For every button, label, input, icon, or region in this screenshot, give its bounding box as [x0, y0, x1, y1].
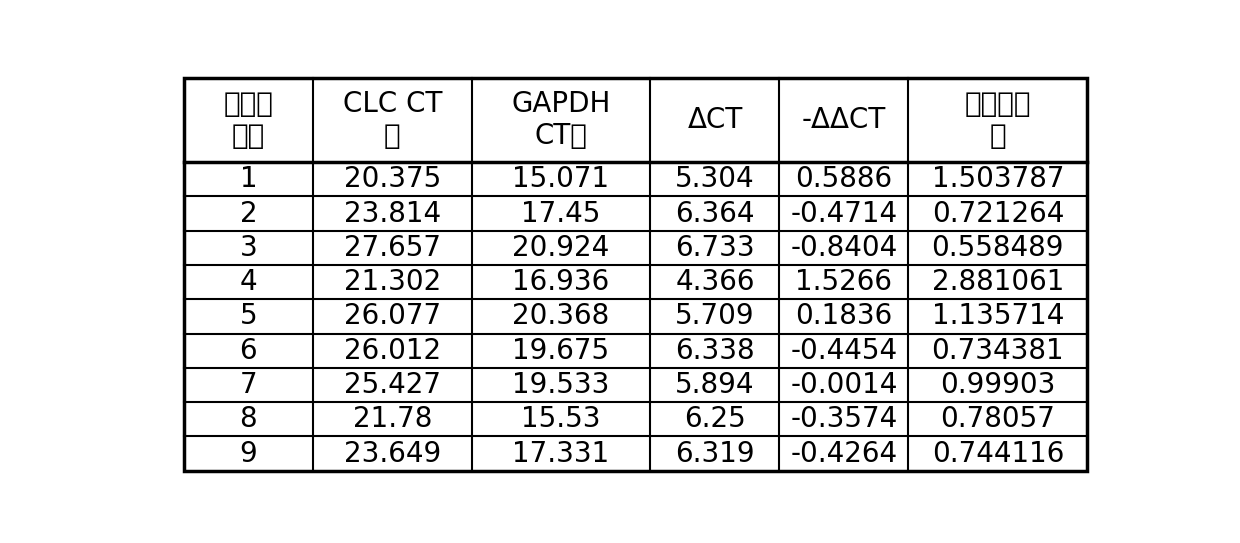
Text: 1.503787: 1.503787 [931, 166, 1064, 193]
Text: -0.0014: -0.0014 [790, 371, 898, 399]
Text: 0.1836: 0.1836 [795, 302, 893, 331]
Text: 2: 2 [239, 200, 257, 228]
Text: -0.3574: -0.3574 [790, 405, 898, 433]
Text: 6.319: 6.319 [675, 440, 755, 468]
Text: 1.5266: 1.5266 [796, 268, 893, 296]
Text: 6.25: 6.25 [684, 405, 745, 433]
Text: ΔCT: ΔCT [687, 106, 743, 134]
Text: 4: 4 [239, 268, 257, 296]
Text: 15.071: 15.071 [512, 166, 610, 193]
Text: -0.4714: -0.4714 [790, 200, 898, 228]
Text: 6.338: 6.338 [675, 337, 755, 365]
Text: 5.894: 5.894 [675, 371, 755, 399]
Text: 16.936: 16.936 [512, 268, 610, 296]
Text: 9: 9 [239, 440, 257, 468]
Text: -0.4454: -0.4454 [790, 337, 898, 365]
Text: 27.657: 27.657 [343, 234, 440, 262]
Text: 20.368: 20.368 [512, 302, 610, 331]
Text: 0.78057: 0.78057 [940, 405, 1055, 433]
Text: 2.881061: 2.881061 [931, 268, 1064, 296]
Text: 4.366: 4.366 [675, 268, 755, 296]
Text: 0.5886: 0.5886 [795, 166, 893, 193]
Text: 17.331: 17.331 [512, 440, 610, 468]
Text: 6.733: 6.733 [675, 234, 755, 262]
Text: 受试者
编号: 受试者 编号 [223, 90, 273, 150]
Text: 26.077: 26.077 [343, 302, 441, 331]
Text: CLC CT
值: CLC CT 值 [342, 90, 441, 150]
Text: -ΔΔCT: -ΔΔCT [802, 106, 887, 134]
Text: 5: 5 [239, 302, 257, 331]
Text: 0.99903: 0.99903 [940, 371, 1055, 399]
Text: 17.45: 17.45 [521, 200, 600, 228]
Text: 5.304: 5.304 [675, 166, 755, 193]
Text: 6: 6 [239, 337, 257, 365]
Text: 6.364: 6.364 [675, 200, 755, 228]
Text: 1: 1 [239, 166, 257, 193]
Text: 0.734381: 0.734381 [931, 337, 1064, 365]
Text: -0.4264: -0.4264 [790, 440, 898, 468]
Text: 23.814: 23.814 [343, 200, 441, 228]
Text: 1.135714: 1.135714 [931, 302, 1064, 331]
Text: 20.924: 20.924 [512, 234, 610, 262]
Text: 20.375: 20.375 [343, 166, 441, 193]
Text: 0.744116: 0.744116 [931, 440, 1064, 468]
Text: 8: 8 [239, 405, 257, 433]
Text: GAPDH
CT值: GAPDH CT值 [511, 90, 611, 150]
Text: 25.427: 25.427 [343, 371, 440, 399]
Text: 0.721264: 0.721264 [931, 200, 1064, 228]
Text: 相对表达
量: 相对表达 量 [965, 90, 1032, 150]
Text: 0.558489: 0.558489 [931, 234, 1064, 262]
Text: 21.302: 21.302 [343, 268, 441, 296]
Text: 19.675: 19.675 [512, 337, 610, 365]
Text: 15.53: 15.53 [521, 405, 601, 433]
Text: 5.709: 5.709 [675, 302, 755, 331]
Text: 21.78: 21.78 [352, 405, 432, 433]
Text: 7: 7 [239, 371, 257, 399]
Text: 26.012: 26.012 [343, 337, 441, 365]
Text: 19.533: 19.533 [512, 371, 610, 399]
Text: -0.8404: -0.8404 [790, 234, 898, 262]
Text: 23.649: 23.649 [343, 440, 441, 468]
Text: 3: 3 [239, 234, 257, 262]
